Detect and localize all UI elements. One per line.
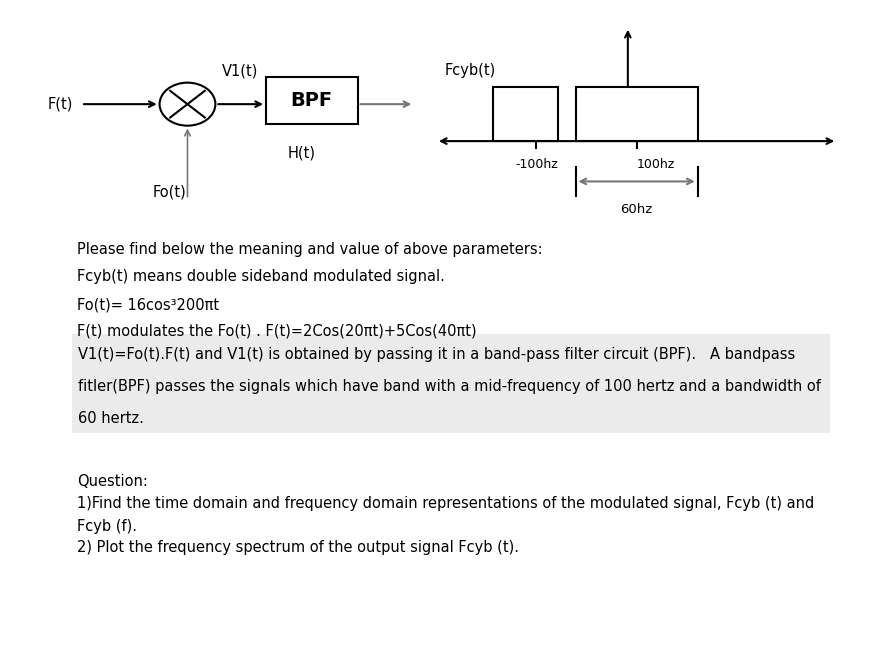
Text: 2) Plot the frequency spectrum of the output signal Fcyb (t).: 2) Plot the frequency spectrum of the ou… [77,540,519,555]
Text: Fcyb(t): Fcyb(t) [445,63,496,78]
Text: Fcyb(t) means double sideband modulated signal.: Fcyb(t) means double sideband modulated … [77,269,445,284]
Text: V1(t): V1(t) [222,63,259,78]
Bar [493,87,558,141]
Bar [576,87,698,141]
Text: Fcyb (f).: Fcyb (f). [77,519,137,534]
Text: 60 hertz.: 60 hertz. [78,411,145,426]
Text: 100hz: 100hz [637,158,675,171]
Text: Fo(t)= 16cos³200πt: Fo(t)= 16cos³200πt [77,297,219,312]
Bar [72,334,830,433]
Text: Question:: Question: [77,474,147,489]
Text: F(t) modulates the Fo(t) . F(t)=2Cos(20πt)+5Cos(40πt): F(t) modulates the Fo(t) . F(t)=2Cos(20π… [77,324,476,339]
Text: V1(t)=Fo(t).F(t) and V1(t) is obtained by passing it in a band-pass filter circu: V1(t)=Fo(t).F(t) and V1(t) is obtained b… [78,347,796,362]
Text: 1)Find the time domain and frequency domain representations of the modulated sig: 1)Find the time domain and frequency dom… [77,496,814,511]
Text: H(t): H(t) [288,146,316,161]
Text: F(t): F(t) [48,97,73,112]
Text: Fo(t): Fo(t) [153,184,187,199]
Text: BPF: BPF [290,91,333,110]
Bar [266,77,358,124]
Text: -100hz: -100hz [514,158,558,171]
Text: 60hz: 60hz [621,203,652,216]
Text: fitler(BPF) passes the signals which have band with a mid-frequency of 100 hertz: fitler(BPF) passes the signals which hav… [78,379,821,394]
Text: Please find below the meaning and value of above parameters:: Please find below the meaning and value … [77,242,542,257]
